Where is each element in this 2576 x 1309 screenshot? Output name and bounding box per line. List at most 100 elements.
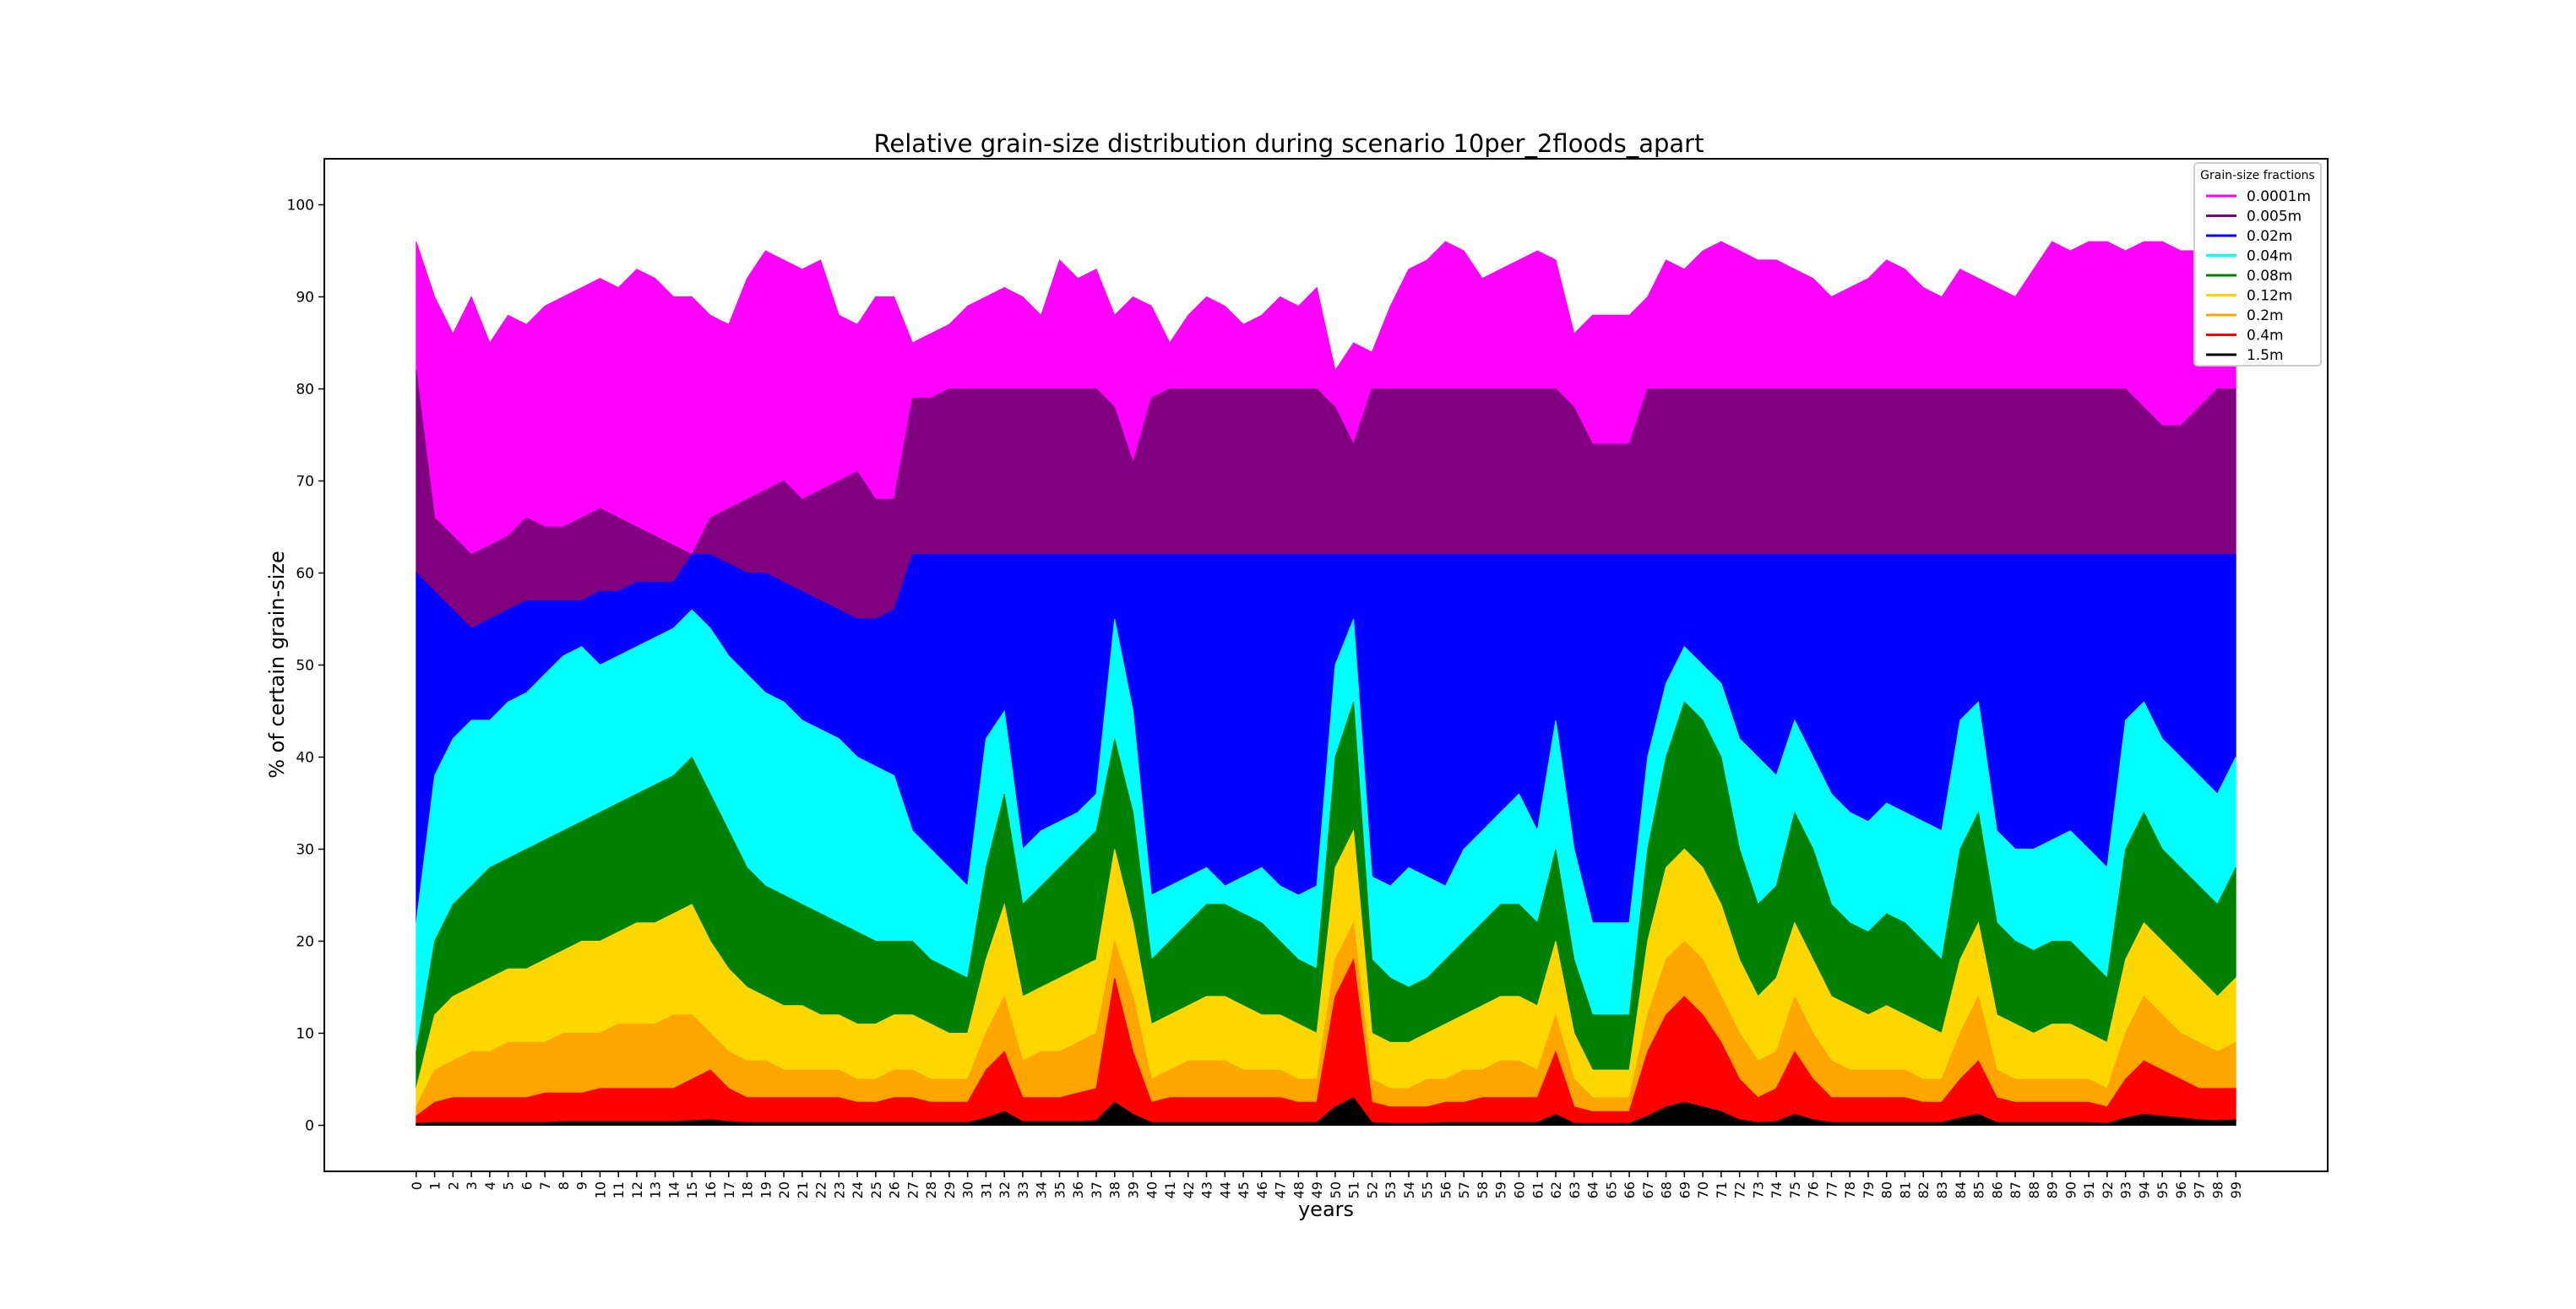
- x-tick-label: 56: [1437, 1181, 1454, 1198]
- x-tick-label: 73: [1750, 1181, 1766, 1198]
- x-tick-label: 53: [1383, 1181, 1399, 1198]
- legend-entry-1.5m: 1.5m: [2247, 347, 2284, 364]
- x-tick-label: 36: [1070, 1181, 1086, 1198]
- x-tick-label: 38: [1107, 1181, 1123, 1198]
- x-tick-label: 43: [1199, 1181, 1215, 1198]
- x-tick-label: 63: [1567, 1181, 1583, 1198]
- legend-entry-0.02m: 0.02m: [2247, 228, 2292, 245]
- x-tick-label: 78: [1842, 1181, 1858, 1198]
- x-tick-label: 92: [2100, 1181, 2116, 1198]
- x-tick-label: 50: [1328, 1181, 1344, 1198]
- x-axis-label: years: [1298, 1198, 1354, 1221]
- x-tick-label: 41: [1162, 1181, 1178, 1198]
- x-tick-label: 47: [1273, 1181, 1289, 1198]
- legend-title: Grain-size fractions: [2200, 169, 2315, 182]
- x-tick-label: 48: [1291, 1181, 1307, 1198]
- x-tick-label: 82: [1916, 1181, 1932, 1198]
- x-tick-label: 70: [1695, 1181, 1711, 1198]
- x-tick-label: 28: [923, 1181, 939, 1198]
- x-tick-label: 22: [813, 1181, 829, 1198]
- x-tick-label: 5: [501, 1181, 517, 1190]
- x-tick-label: 90: [2062, 1181, 2079, 1198]
- x-tick-label: 64: [1585, 1181, 1601, 1198]
- x-tick-label: 4: [482, 1181, 498, 1190]
- legend: Grain-size fractions 0.0001m 0.005m 0.02m 0…: [2193, 162, 2322, 367]
- x-tick-label: 71: [1714, 1181, 1730, 1198]
- x-tick-label: 97: [2192, 1181, 2208, 1198]
- x-tick-label: 55: [1420, 1181, 1436, 1198]
- x-tick-label: 95: [2155, 1181, 2171, 1198]
- x-tick-label: 39: [1126, 1181, 1142, 1198]
- y-tick-label: 80: [296, 382, 314, 399]
- y-tick-label: 20: [296, 934, 314, 951]
- x-tick-label: 26: [887, 1181, 903, 1198]
- legend-entry-0.4m: 0.4m: [2247, 328, 2284, 345]
- y-tick-label: 90: [296, 290, 314, 307]
- legend-entry-0.04m: 0.04m: [2247, 248, 2292, 265]
- x-tick-label: 7: [537, 1181, 553, 1190]
- legend-entry-0.0001m: 0.0001m: [2247, 188, 2311, 205]
- x-tick-label: 46: [1254, 1181, 1270, 1198]
- y-tick-label: 10: [296, 1026, 314, 1043]
- chart-title: Relative grain-size distribution during …: [874, 129, 1704, 158]
- legend-entry-0.08m: 0.08m: [2247, 268, 2292, 285]
- x-tick-label: 52: [1364, 1181, 1380, 1198]
- x-tick-label: 65: [1603, 1181, 1619, 1198]
- x-tick-label: 12: [629, 1181, 645, 1198]
- x-tick-label: 66: [1622, 1181, 1638, 1198]
- x-tick-label: 94: [2136, 1181, 2152, 1198]
- x-tick-label: 37: [1089, 1181, 1105, 1198]
- x-tick-label: 79: [1861, 1181, 1877, 1198]
- x-tick-label: 30: [960, 1181, 976, 1198]
- x-tick-label: 69: [1677, 1181, 1693, 1198]
- x-tick-label: 85: [1971, 1181, 1987, 1198]
- x-tick-label: 89: [2045, 1181, 2061, 1198]
- x-tick-label: 54: [1401, 1181, 1417, 1198]
- x-tick-label: 99: [2228, 1181, 2244, 1198]
- y-tick-label: 100: [287, 198, 314, 215]
- x-tick-label: 91: [2081, 1181, 2097, 1198]
- x-tick-label: 15: [684, 1181, 700, 1198]
- x-tick-label: 18: [740, 1181, 756, 1198]
- x-tick-label: 34: [1034, 1181, 1050, 1198]
- x-tick-label: 40: [1144, 1181, 1160, 1198]
- y-tick-label: 60: [296, 566, 314, 583]
- x-tick-label: 35: [1052, 1181, 1068, 1198]
- x-tick-label: 75: [1787, 1181, 1803, 1198]
- x-tick-label: 83: [1934, 1181, 1950, 1198]
- x-tick-label: 19: [758, 1181, 774, 1198]
- x-tick-label: 67: [1640, 1181, 1656, 1198]
- x-tick-label: 72: [1732, 1181, 1748, 1198]
- x-tick-label: 61: [1530, 1181, 1546, 1198]
- x-tick-label: 98: [2209, 1181, 2225, 1198]
- y-tick-label: 30: [296, 842, 314, 859]
- x-tick-label: 8: [556, 1181, 572, 1190]
- x-tick-label: 84: [1953, 1181, 1969, 1198]
- x-tick-label: 6: [519, 1181, 535, 1190]
- x-tick-label: 2: [445, 1181, 461, 1190]
- x-tick-label: 17: [721, 1181, 737, 1198]
- x-tick-label: 21: [795, 1181, 811, 1198]
- x-tick-label: 33: [1015, 1181, 1031, 1198]
- x-tick-label: 77: [1823, 1181, 1840, 1198]
- x-tick-label: 96: [2173, 1181, 2189, 1198]
- x-tick-label: 16: [703, 1181, 719, 1198]
- y-tick-label: 50: [296, 658, 314, 675]
- x-tick-label: 9: [574, 1181, 590, 1190]
- x-tick-label: 10: [592, 1181, 608, 1198]
- x-tick-label: 44: [1217, 1181, 1233, 1198]
- legend-entry-0.005m: 0.005m: [2247, 209, 2302, 225]
- legend-entry-0.12m: 0.12m: [2247, 288, 2292, 305]
- x-tick-label: 58: [1475, 1181, 1491, 1198]
- x-tick-label: 23: [831, 1181, 847, 1198]
- x-tick-label: 62: [1548, 1181, 1564, 1198]
- x-tick-label: 51: [1346, 1181, 1362, 1198]
- x-tick-label: 14: [666, 1181, 682, 1198]
- x-tick-label: 59: [1493, 1181, 1509, 1198]
- x-tick-label: 93: [2118, 1181, 2134, 1198]
- area-1.5m: [416, 1097, 2236, 1126]
- legend-entry-0.2m: 0.2m: [2247, 307, 2284, 324]
- x-tick-label: 87: [2008, 1181, 2024, 1198]
- y-tick-label: 0: [305, 1118, 314, 1135]
